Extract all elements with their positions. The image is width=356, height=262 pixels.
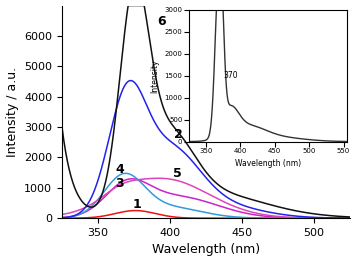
Text: 3: 3 [115,177,124,190]
Text: 1: 1 [132,198,141,211]
Text: 6: 6 [157,15,166,28]
Text: 5: 5 [173,167,182,179]
Y-axis label: Intensity / a.u.: Intensity / a.u. [6,67,19,157]
Text: 2: 2 [174,128,183,141]
Text: 4: 4 [115,163,124,176]
X-axis label: Wavelength (nm): Wavelength (nm) [152,243,260,256]
